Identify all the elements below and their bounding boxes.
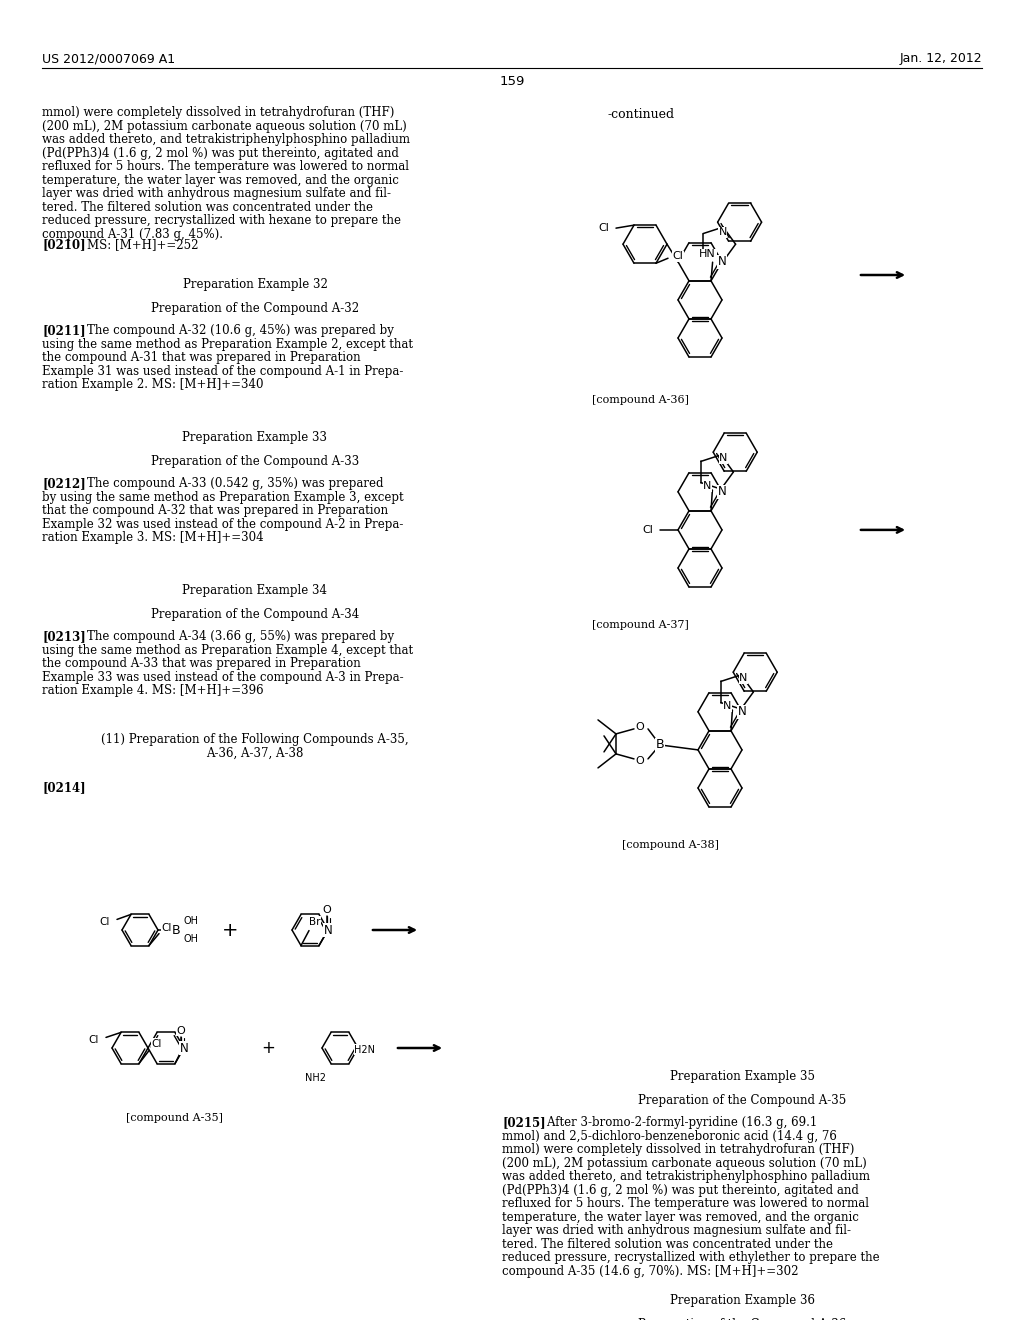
Text: compound A-31 (7.83 g, 45%).: compound A-31 (7.83 g, 45%). <box>42 228 223 240</box>
Text: ration Example 4. MS: [M+H]+=396: ration Example 4. MS: [M+H]+=396 <box>42 684 263 697</box>
Text: O: O <box>636 722 644 731</box>
Text: ration Example 3. MS: [M+H]+=304: ration Example 3. MS: [M+H]+=304 <box>42 531 263 544</box>
Text: [compound A-37]: [compound A-37] <box>592 620 688 630</box>
Text: mmol) were completely dissolved in tetrahydrofuran (THF): mmol) were completely dissolved in tetra… <box>42 107 394 119</box>
Text: N: N <box>718 486 726 498</box>
Text: Preparation of the Compound A-35: Preparation of the Compound A-35 <box>638 1094 846 1106</box>
Text: O: O <box>176 1026 185 1036</box>
Text: Example 33 was used instead of the compound A-3 in Prepa-: Example 33 was used instead of the compo… <box>42 671 403 684</box>
Text: US 2012/0007069 A1: US 2012/0007069 A1 <box>42 51 175 65</box>
Text: temperature, the water layer was removed, and the organic: temperature, the water layer was removed… <box>502 1210 859 1224</box>
Text: The compound A-32 (10.6 g, 45%) was prepared by: The compound A-32 (10.6 g, 45%) was prep… <box>72 325 393 337</box>
Text: O: O <box>323 904 332 915</box>
Text: mmol) and 2,5-dichloro-benzeneboronic acid (14.4 g, 76: mmol) and 2,5-dichloro-benzeneboronic ac… <box>502 1130 837 1143</box>
Text: mmol) were completely dissolved in tetrahydrofuran (THF): mmol) were completely dissolved in tetra… <box>502 1143 854 1156</box>
Text: +: + <box>261 1039 274 1057</box>
Text: Cl: Cl <box>152 1039 162 1048</box>
Text: HN: HN <box>699 249 716 259</box>
Text: Preparation Example 33: Preparation Example 33 <box>182 430 328 444</box>
Text: N: N <box>718 255 726 268</box>
Text: by using the same method as Preparation Example 3, except: by using the same method as Preparation … <box>42 491 403 504</box>
Text: layer was dried with anhydrous magnesium sulfate and fil-: layer was dried with anhydrous magnesium… <box>42 187 391 201</box>
Text: N: N <box>719 227 727 238</box>
Text: N: N <box>737 705 746 718</box>
Text: tered. The filtered solution was concentrated under the: tered. The filtered solution was concent… <box>502 1238 833 1250</box>
Text: Cl: Cl <box>99 917 111 928</box>
Text: 159: 159 <box>500 75 524 88</box>
Text: OH: OH <box>184 935 199 944</box>
Text: the compound A-31 that was prepared in Preparation: the compound A-31 that was prepared in P… <box>42 351 360 364</box>
Text: that the compound A-32 that was prepared in Preparation: that the compound A-32 that was prepared… <box>42 504 388 517</box>
Text: N: N <box>739 673 748 682</box>
Text: Preparation of the Compound A-36: Preparation of the Compound A-36 <box>638 1317 846 1320</box>
Text: Preparation Example 36: Preparation Example 36 <box>670 1294 814 1307</box>
Text: (Pd(PPh3)4 (1.6 g, 2 mol %) was put thereinto, agitated and: (Pd(PPh3)4 (1.6 g, 2 mol %) was put ther… <box>502 1184 859 1196</box>
Text: Cl: Cl <box>89 1035 99 1045</box>
Text: Cl: Cl <box>599 223 609 234</box>
Text: After 3-bromo-2-formyl-pyridine (16.3 g, 69.1: After 3-bromo-2-formyl-pyridine (16.3 g,… <box>531 1115 817 1129</box>
Text: Preparation Example 34: Preparation Example 34 <box>182 583 328 597</box>
Text: Preparation Example 35: Preparation Example 35 <box>670 1069 814 1082</box>
Text: reduced pressure, recrystallized with hexane to prepare the: reduced pressure, recrystallized with he… <box>42 214 401 227</box>
Text: N: N <box>324 924 333 936</box>
Text: B: B <box>172 924 180 936</box>
Text: compound A-35 (14.6 g, 70%). MS: [M+H]+=302: compound A-35 (14.6 g, 70%). MS: [M+H]+=… <box>502 1265 799 1278</box>
Text: [0213]: [0213] <box>42 631 86 643</box>
Text: (Pd(PPh3)4 (1.6 g, 2 mol %) was put thereinto, agitated and: (Pd(PPh3)4 (1.6 g, 2 mol %) was put ther… <box>42 147 399 160</box>
Text: Br: Br <box>309 916 321 927</box>
Text: Cl: Cl <box>643 525 653 535</box>
Text: Jan. 12, 2012: Jan. 12, 2012 <box>899 51 982 65</box>
Text: [0214]: [0214] <box>42 781 86 793</box>
Text: The compound A-34 (3.66 g, 55%) was prepared by: The compound A-34 (3.66 g, 55%) was prep… <box>72 631 393 643</box>
Text: +: + <box>222 920 239 940</box>
Text: N: N <box>179 1041 188 1055</box>
Text: [0212]: [0212] <box>42 478 86 490</box>
Text: Example 32 was used instead of the compound A-2 in Prepa-: Example 32 was used instead of the compo… <box>42 517 403 531</box>
Text: [compound A-36]: [compound A-36] <box>592 395 688 405</box>
Text: refluxed for 5 hours. The temperature was lowered to normal: refluxed for 5 hours. The temperature wa… <box>502 1197 869 1210</box>
Text: tered. The filtered solution was concentrated under the: tered. The filtered solution was concent… <box>42 201 373 214</box>
Text: using the same method as Preparation Example 4, except that: using the same method as Preparation Exa… <box>42 644 413 657</box>
Text: using the same method as Preparation Example 2, except that: using the same method as Preparation Exa… <box>42 338 413 351</box>
Text: Cl: Cl <box>673 251 683 261</box>
Text: (11) Preparation of the Following Compounds A-35,: (11) Preparation of the Following Compou… <box>101 734 409 746</box>
Text: the compound A-33 that was prepared in Preparation: the compound A-33 that was prepared in P… <box>42 657 360 671</box>
Text: The compound A-33 (0.542 g, 35%) was prepared: The compound A-33 (0.542 g, 35%) was pre… <box>72 478 383 490</box>
Text: temperature, the water layer was removed, and the organic: temperature, the water layer was removed… <box>42 174 399 186</box>
Text: N: N <box>703 480 712 491</box>
Text: Preparation Example 32: Preparation Example 32 <box>182 279 328 290</box>
Text: [0211]: [0211] <box>42 325 86 337</box>
Text: (200 mL), 2M potassium carbonate aqueous solution (70 mL): (200 mL), 2M potassium carbonate aqueous… <box>502 1156 866 1170</box>
Text: layer was dried with anhydrous magnesium sulfate and fil-: layer was dried with anhydrous magnesium… <box>502 1224 851 1237</box>
Text: was added thereto, and tetrakistriphenylphosphino palladium: was added thereto, and tetrakistriphenyl… <box>42 133 410 147</box>
Text: Preparation of the Compound A-32: Preparation of the Compound A-32 <box>151 302 359 314</box>
Text: NH2: NH2 <box>305 1073 326 1082</box>
Text: O: O <box>636 756 644 766</box>
Text: [compound A-35]: [compound A-35] <box>127 1113 223 1123</box>
Text: -continued: -continued <box>608 108 675 121</box>
Text: [0215]: [0215] <box>502 1115 546 1129</box>
Text: N: N <box>723 701 731 711</box>
Text: H2N: H2N <box>354 1044 375 1055</box>
Text: OH: OH <box>184 916 199 927</box>
Text: MS: [M+H]+=252: MS: [M+H]+=252 <box>72 238 198 251</box>
Text: Cl: Cl <box>162 923 172 933</box>
Text: was added thereto, and tetrakistriphenylphosphino palladium: was added thereto, and tetrakistriphenyl… <box>502 1170 870 1183</box>
Text: Preparation of the Compound A-34: Preparation of the Compound A-34 <box>151 607 359 620</box>
Text: [compound A-38]: [compound A-38] <box>622 840 719 850</box>
Text: N: N <box>719 453 728 463</box>
Text: [0210]: [0210] <box>42 238 86 251</box>
Text: (200 mL), 2M potassium carbonate aqueous solution (70 mL): (200 mL), 2M potassium carbonate aqueous… <box>42 120 407 133</box>
Text: reduced pressure, recrystallized with ethylether to prepare the: reduced pressure, recrystallized with et… <box>502 1251 880 1265</box>
Text: Preparation of the Compound A-33: Preparation of the Compound A-33 <box>151 454 359 467</box>
Text: B: B <box>655 738 665 751</box>
Text: ration Example 2. MS: [M+H]+=340: ration Example 2. MS: [M+H]+=340 <box>42 378 263 391</box>
Text: refluxed for 5 hours. The temperature was lowered to normal: refluxed for 5 hours. The temperature wa… <box>42 160 409 173</box>
Text: Example 31 was used instead of the compound A-1 in Prepa-: Example 31 was used instead of the compo… <box>42 364 403 378</box>
Text: A-36, A-37, A-38: A-36, A-37, A-38 <box>206 747 304 760</box>
